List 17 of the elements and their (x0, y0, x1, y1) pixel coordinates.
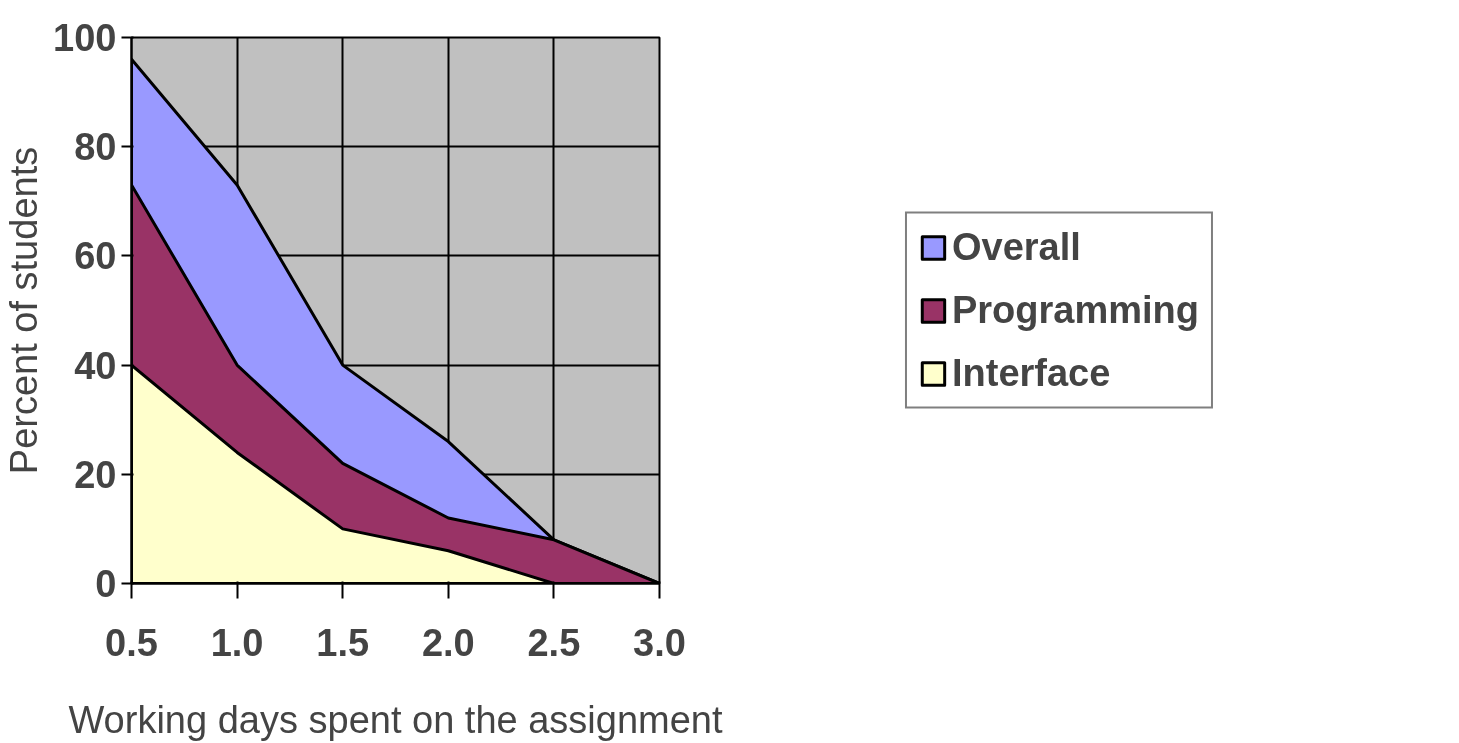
y-tick-label: 0 (95, 563, 117, 605)
x-tick-label: 1.5 (316, 621, 370, 664)
y-tick-label: 100 (53, 17, 117, 59)
x-tick-label: 3.0 (633, 621, 686, 664)
legend-label: Programming (951, 288, 1200, 332)
legend-label: Interface (951, 351, 1111, 395)
x-tick-label: 2.5 (527, 621, 581, 664)
y-tick-label: 80 (74, 126, 117, 169)
legend-label: Overall (951, 225, 1081, 269)
x-tick-label: 2.0 (421, 621, 475, 664)
x-axis-title: Working days spent on the assignment (68, 698, 723, 741)
x-tick-label: 0.5 (105, 621, 158, 664)
y-tick-label: 20 (74, 453, 117, 496)
y-axis-title: Percent of students (3, 146, 46, 475)
y-tick-label: 40 (74, 344, 117, 387)
y-tick-label: 60 (74, 235, 117, 278)
x-tick-label: 1.0 (210, 621, 264, 664)
